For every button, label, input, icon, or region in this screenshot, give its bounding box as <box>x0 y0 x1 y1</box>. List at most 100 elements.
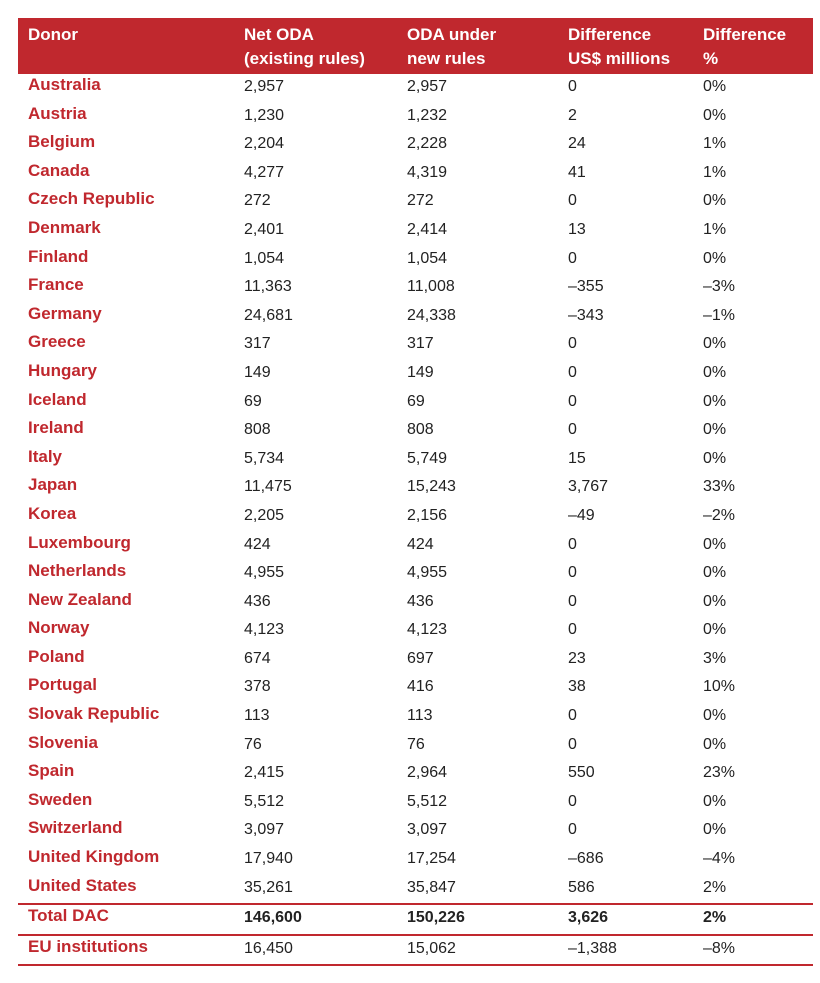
table-row: Austria 1,230 1,232 2 0% <box>18 103 813 132</box>
difference-usd-cell: 15 <box>568 449 586 467</box>
difference-usd-cell: –355 <box>568 278 604 296</box>
net-oda-cell: 1,230 <box>244 106 285 124</box>
donor-name-cell: Australia <box>28 75 101 94</box>
table-row: France 11,363 11,008 –355 –3% <box>18 274 813 303</box>
donor-name-cell: United States <box>28 875 137 895</box>
net-oda-cell: 436 <box>244 592 271 610</box>
oda-new-rules-cell: 113 <box>407 707 433 725</box>
eu-difference-pct: –8% <box>703 939 736 957</box>
difference-usd-cell: 0 <box>568 707 577 725</box>
net-oda-cell: 4,277 <box>244 163 285 181</box>
header-oda-new-rules: ODA under new rules <box>407 25 497 68</box>
oda-new-rules-cell: 4,319 <box>407 163 448 181</box>
table-row: Canada 4,277 4,319 41 1% <box>18 160 813 189</box>
oda-new-rules-cell: 808 <box>407 421 434 439</box>
total-net-oda: 146,600 <box>244 909 302 927</box>
difference-usd-cell: 24 <box>568 135 586 153</box>
donor-name-cell: Slovak Republic <box>28 704 160 724</box>
difference-usd-cell: 0 <box>568 592 577 610</box>
difference-pct-cell: 0% <box>703 621 727 639</box>
oda-new-rules-cell: 4,123 <box>407 621 448 639</box>
header-difference-usd: Difference US$ millions <box>568 25 671 68</box>
table-row: Spain 2,415 2,964 550 23% <box>18 760 813 789</box>
oda-new-rules-cell: 17,254 <box>407 850 456 868</box>
oda-new-rules-cell: 5,512 <box>407 792 448 810</box>
net-oda-cell: 2,401 <box>244 220 285 238</box>
donor-name-cell: Korea <box>28 503 77 523</box>
table-row: Hungary 149 149 0 0% <box>18 360 813 389</box>
difference-usd-cell: 2 <box>568 106 577 124</box>
net-oda-cell: 24,681 <box>244 306 293 324</box>
difference-usd-cell: 0 <box>568 535 577 553</box>
oda-table: Donor Net ODA (existing rules) ODA under… <box>18 18 813 967</box>
difference-usd-cell: 0 <box>568 735 577 753</box>
table-row: Italy 5,734 5,749 15 0% <box>18 446 813 475</box>
difference-usd-cell: 0 <box>568 363 577 381</box>
oda-new-rules-cell: 24,338 <box>407 306 456 324</box>
oda-new-rules-cell: 416 <box>407 678 434 696</box>
table-row: United Kingdom 17,940 17,254 –686 –4% <box>18 846 813 875</box>
table-row: Slovak Republic 113 113 0 0% <box>18 703 813 732</box>
table-row: Finland 1,054 1,054 0 0% <box>18 246 813 275</box>
difference-usd-cell: 0 <box>568 792 577 810</box>
donor-name-cell: Slovenia <box>28 732 98 752</box>
net-oda-cell: 2,415 <box>244 764 285 782</box>
net-oda-cell: 674 <box>244 649 271 667</box>
net-oda-cell: 5,512 <box>244 792 285 810</box>
net-oda-cell: 272 <box>244 192 271 210</box>
table-row: Ireland 808 808 0 0% <box>18 417 813 446</box>
net-oda-cell: 69 <box>244 392 262 410</box>
oda-new-rules-cell: 15,243 <box>407 478 456 496</box>
table-row: Australia 2,957 2,957 0 0% <box>18 74 813 103</box>
oda-new-rules-cell: 2,957 <box>407 78 448 95</box>
difference-usd-cell: 38 <box>568 678 586 696</box>
difference-pct-cell: –1% <box>703 306 736 324</box>
difference-pct-cell: 0% <box>703 821 727 839</box>
table-row: United States 35,261 35,847 586 2% <box>18 875 813 904</box>
table-row: Korea 2,205 2,156 –49 –2% <box>18 503 813 532</box>
total-difference-pct: 2% <box>703 909 727 927</box>
donor-name-cell: Poland <box>28 646 85 666</box>
donor-name-cell: Spain <box>28 761 75 781</box>
difference-pct-cell: 10% <box>703 678 736 696</box>
oda-new-rules-cell: 436 <box>407 592 434 610</box>
difference-usd-cell: 41 <box>568 163 586 181</box>
difference-usd-cell: 23 <box>568 649 586 667</box>
difference-pct-cell: 0% <box>703 707 727 725</box>
table-row: Switzerland 3,097 3,097 0 0% <box>18 817 813 846</box>
donor-name-cell: Portugal <box>28 675 97 695</box>
difference-pct-cell: 0% <box>703 392 727 410</box>
donor-name-cell: Italy <box>28 446 63 466</box>
oda-new-rules-cell: 697 <box>407 649 434 667</box>
table-body: Australia 2,957 2,957 0 0% Austria 1,230 1,232 2… <box>18 74 813 903</box>
table-row: Sweden 5,512 5,512 0 0% <box>18 789 813 818</box>
net-oda-cell: 3,097 <box>244 821 285 839</box>
net-oda-cell: 11,475 <box>244 478 292 496</box>
table-row: Slovenia 76 76 0 0% <box>18 732 813 761</box>
eu-row: EU institutions 16,450 15,062 –1,388 –8% <box>18 936 813 965</box>
net-oda-cell: 5,734 <box>244 449 285 467</box>
oda-new-rules-cell: 424 <box>407 535 434 553</box>
table-row: Czech Republic 272 272 0 0% <box>18 188 813 217</box>
header-difference-pct: Difference % <box>703 25 787 68</box>
table-row: Belgium 2,204 2,228 24 1% <box>18 131 813 160</box>
difference-pct-cell: 0% <box>703 106 727 124</box>
oda-new-rules-cell: 2,414 <box>407 220 448 238</box>
donor-name-cell: Germany <box>28 303 102 323</box>
net-oda-cell: 4,955 <box>244 564 285 582</box>
table-row: Portugal 378 416 38 10% <box>18 674 813 703</box>
difference-pct-cell: 0% <box>703 363 727 381</box>
difference-usd-cell: 550 <box>568 764 595 782</box>
net-oda-cell: 424 <box>244 535 271 553</box>
eu-difference-usd: –1,388 <box>568 939 617 957</box>
oda-new-rules-cell: 2,228 <box>407 135 448 153</box>
donor-name-cell: Netherlands <box>28 561 127 581</box>
difference-usd-cell: 13 <box>568 220 586 238</box>
net-oda-cell: 2,205 <box>244 506 285 524</box>
difference-usd-cell: 0 <box>568 78 577 95</box>
difference-usd-cell: 0 <box>568 192 577 210</box>
difference-usd-cell: 0 <box>568 564 577 582</box>
donor-name-cell: Greece <box>28 332 86 352</box>
difference-usd-cell: 0 <box>568 249 577 267</box>
table-row: Netherlands 4,955 4,955 0 0% <box>18 560 813 589</box>
